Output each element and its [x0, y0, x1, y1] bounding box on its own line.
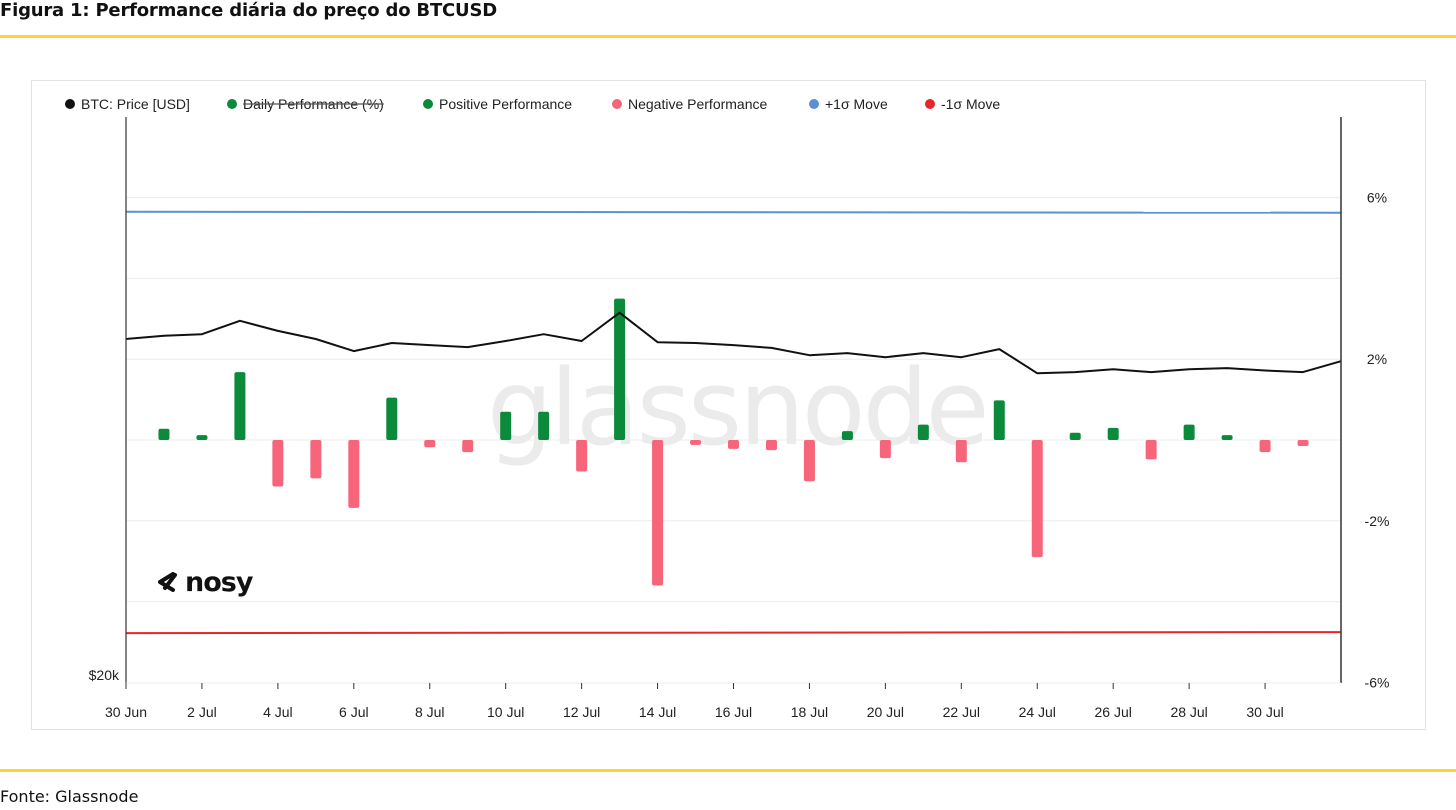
right-tick-label: -2% — [1365, 513, 1390, 529]
negative-performance-bar — [424, 440, 436, 448]
chart-panel: glassnode 30 Jun 2 Jul 4 Jul 6 Jul 8 Jul 10 J… — [31, 80, 1426, 730]
source-note: Fonte: Glassnode — [0, 787, 139, 806]
x-tick-label: 4 Jul — [263, 704, 293, 720]
legend-label: +1σ Move — [825, 96, 888, 112]
legend[interactable]: BTC: Price [USD] Daily Performance (%) Pos… — [65, 96, 1000, 112]
x-tick-label: 6 Jul — [339, 704, 369, 720]
bar-layer — [158, 298, 1309, 586]
positive-performance-bar — [386, 397, 398, 440]
x-tick-label: 22 Jul — [943, 704, 980, 720]
negative-performance-bar — [348, 440, 360, 508]
legend-label: BTC: Price [USD] — [81, 96, 190, 112]
legend-item[interactable]: +1σ Move — [809, 96, 888, 112]
negative-performance-bar — [1259, 440, 1271, 453]
x-tick-label: 14 Jul — [639, 704, 676, 720]
legend-marker — [809, 99, 819, 109]
x-tick-label: 2 Jul — [187, 704, 217, 720]
negative-performance-bar — [879, 440, 891, 459]
negative-performance-bar — [1145, 440, 1157, 460]
axis-layer: 30 Jun 2 Jul 4 Jul 6 Jul 8 Jul 10 Jul 12 Jul 14… — [89, 117, 1390, 720]
price-line-layer — [125, 311, 1342, 375]
x-tick-label: 30 Jun — [105, 704, 147, 720]
positive-performance-bar — [841, 431, 853, 440]
legend-item[interactable]: BTC: Price [USD] — [65, 96, 190, 112]
right-tick-label: 6% — [1367, 190, 1387, 206]
x-tick-label: 26 Jul — [1095, 704, 1132, 720]
negative-performance-bar — [728, 440, 739, 449]
minus-sigma-line — [125, 631, 1342, 635]
negative-performance-bar — [1031, 440, 1043, 558]
right-tick-label: 2% — [1367, 351, 1387, 367]
x-tick-label: 24 Jul — [1019, 704, 1056, 720]
legend-label: Positive Performance — [439, 96, 572, 112]
btc-price-line — [125, 311, 1342, 375]
left-tick-label: $20k — [89, 667, 120, 683]
nosy-logo-text: nosy — [185, 567, 254, 598]
negative-performance-bar — [690, 440, 702, 445]
negative-performance-bar — [1297, 440, 1309, 447]
legend-marker — [612, 99, 622, 109]
legend-marker — [227, 99, 237, 109]
positive-performance-bar — [1069, 432, 1081, 440]
negative-performance-bar — [272, 440, 284, 487]
bottom-rule — [0, 769, 1456, 772]
positive-performance-bar — [993, 400, 1005, 440]
legend-marker — [65, 99, 75, 109]
x-tick-label: 10 Jul — [487, 704, 524, 720]
nosy-logo: nosy — [158, 567, 255, 598]
legend-item[interactable]: -1σ Move — [925, 96, 1000, 112]
nosy-logo-icon — [158, 572, 177, 592]
legend-item[interactable]: Positive Performance — [423, 96, 572, 112]
plus-sigma-line — [125, 210, 1342, 214]
right-tick-label: -6% — [1365, 674, 1390, 690]
figure-title: Figura 1: Performance diária do preço do… — [0, 0, 497, 21]
positive-performance-bar — [234, 372, 246, 440]
sigma-layer — [125, 210, 1342, 635]
x-tick-label: 20 Jul — [867, 704, 904, 720]
negative-performance-bar — [803, 440, 815, 482]
positive-performance-bar — [917, 424, 929, 440]
legend-label: -1σ Move — [941, 96, 1000, 112]
positive-performance-bar — [1221, 435, 1233, 440]
positive-performance-bar — [500, 411, 512, 440]
x-tick-label: 28 Jul — [1170, 704, 1207, 720]
positive-performance-bar — [1183, 424, 1195, 440]
positive-performance-bar — [538, 411, 550, 440]
top-rule — [0, 35, 1456, 38]
x-tick-label: 8 Jul — [415, 704, 445, 720]
legend-label: Negative Performance — [628, 96, 768, 112]
chart-canvas: glassnode 30 Jun 2 Jul 4 Jul 6 Jul 8 Jul 10 J… — [65, 96, 1390, 720]
positive-performance-bar — [1107, 427, 1119, 440]
negative-performance-bar — [310, 440, 322, 479]
negative-performance-bar — [765, 440, 777, 451]
negative-performance-bar — [462, 440, 474, 453]
positive-performance-bar — [614, 298, 626, 440]
negative-performance-bar — [576, 440, 588, 472]
legend-item[interactable]: Daily Performance (%) — [227, 96, 384, 112]
x-tick-label: 18 Jul — [791, 704, 828, 720]
negative-performance-bar — [955, 440, 967, 463]
x-tick-label: 12 Jul — [563, 704, 600, 720]
legend-marker — [925, 99, 935, 109]
legend-marker — [423, 99, 433, 109]
x-tick-label: 30 Jul — [1246, 704, 1283, 720]
positive-performance-bar — [158, 428, 170, 440]
watermark: glassnode — [487, 347, 987, 469]
negative-performance-bar — [652, 440, 664, 586]
legend-item[interactable]: Negative Performance — [612, 96, 768, 112]
x-tick-label: 16 Jul — [715, 704, 752, 720]
positive-performance-bar — [196, 435, 208, 440]
